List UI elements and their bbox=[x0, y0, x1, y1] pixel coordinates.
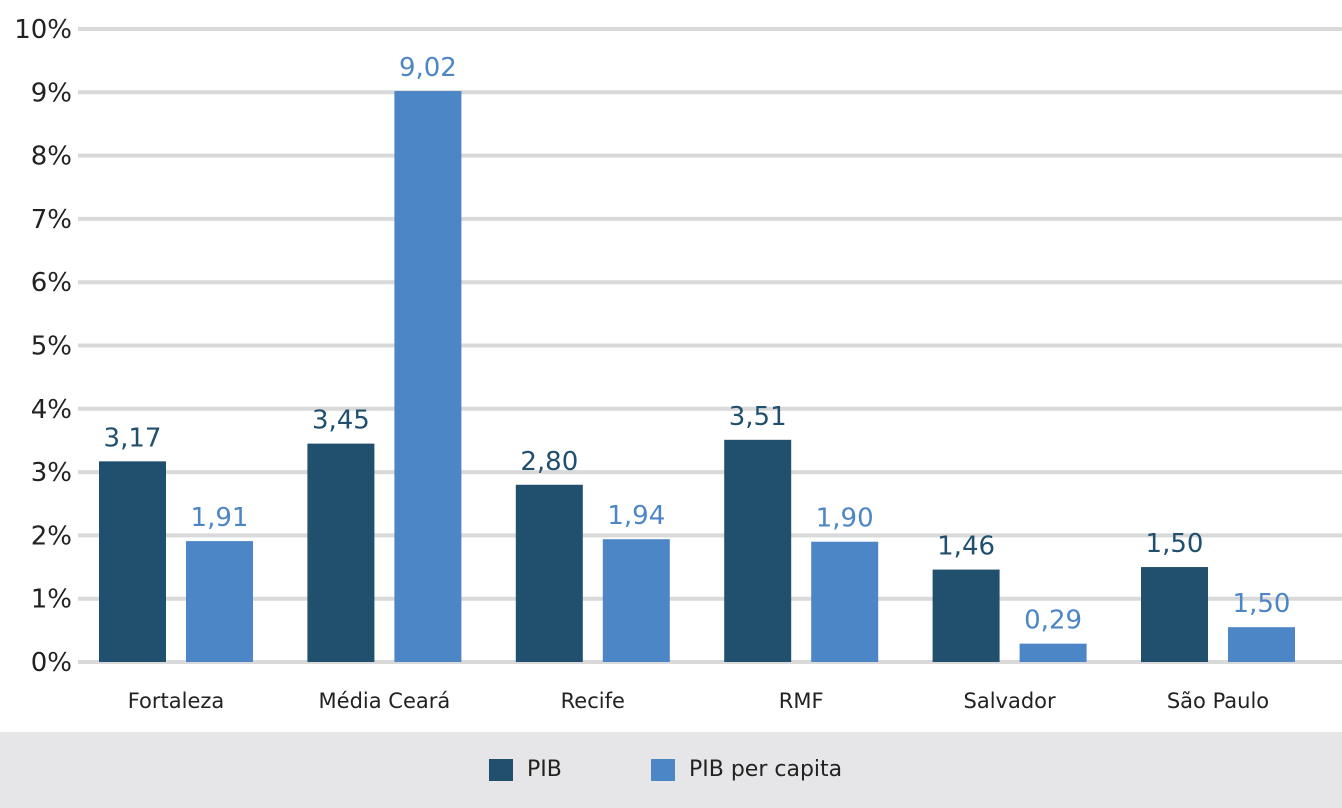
x-tick-label: São Paulo bbox=[1167, 689, 1269, 713]
gridlines bbox=[78, 27, 1342, 664]
data-label-pib-per-capita: 1,94 bbox=[607, 501, 665, 531]
legend-label-pib: PIB bbox=[527, 757, 562, 782]
data-label-pib-per-capita: 1,91 bbox=[191, 503, 249, 533]
bar-pib bbox=[1141, 567, 1208, 662]
bar-pib-per-capita bbox=[1019, 643, 1087, 662]
bar-pib bbox=[932, 569, 1000, 662]
data-label-pib-per-capita: 0,29 bbox=[1024, 606, 1082, 636]
bar-pib bbox=[515, 484, 583, 662]
y-tick-label: 0% bbox=[31, 648, 72, 678]
data-label-pib: 3,45 bbox=[312, 406, 370, 436]
data-label-pib: 1,50 bbox=[1146, 529, 1204, 559]
data-labels: 3,17 1,91 3,45 9,02 2,80 1,94 3,51 1,90 1,46 0,29… bbox=[104, 53, 1291, 636]
data-label-pib: 2,80 bbox=[520, 447, 578, 477]
data-label-pib: 3,17 bbox=[104, 423, 162, 453]
bar-pib bbox=[307, 443, 375, 662]
bar-pib bbox=[724, 439, 792, 662]
y-axis-ticks: 0% 1% 2% 3% 4% 5% 6% 7% 8% 9% 10% bbox=[14, 15, 72, 678]
legend-label-pib-per-capita: PIB per capita bbox=[689, 757, 843, 782]
bars bbox=[99, 91, 1295, 662]
data-label-pib-per-capita: 9,02 bbox=[399, 53, 457, 83]
y-tick-label: 1% bbox=[31, 585, 72, 615]
x-tick-label: Fortaleza bbox=[128, 689, 225, 713]
legend-swatch-pib bbox=[489, 759, 513, 781]
bar-pib-per-capita bbox=[186, 541, 253, 662]
bar-chart: 0% 1% 2% 3% 4% 5% 6% 7% 8% 9% 10% 3,17 1,91 3,45 9,02… bbox=[14, 15, 1342, 713]
bar-pib bbox=[99, 461, 166, 662]
x-tick-label: Recife bbox=[561, 689, 625, 713]
legend-item-pib: PIB bbox=[489, 759, 562, 781]
x-tick-label: RMF bbox=[779, 689, 824, 713]
y-tick-label: 9% bbox=[31, 78, 72, 108]
x-tick-label: Média Ceará bbox=[319, 689, 451, 713]
legend: PIB PIB per capita bbox=[0, 732, 1342, 808]
y-tick-label: 4% bbox=[31, 395, 72, 425]
y-tick-label: 10% bbox=[14, 15, 72, 45]
y-tick-label: 3% bbox=[31, 458, 72, 488]
data-label-pib-per-capita: 1,90 bbox=[816, 504, 874, 534]
bar-pib-per-capita bbox=[602, 539, 670, 662]
data-label-pib: 1,46 bbox=[937, 532, 995, 562]
y-tick-label: 6% bbox=[31, 268, 72, 298]
data-label-pib: 3,51 bbox=[729, 402, 787, 432]
y-tick-label: 5% bbox=[31, 332, 72, 362]
y-tick-label: 2% bbox=[31, 521, 72, 551]
x-tick-label: Salvador bbox=[964, 689, 1057, 713]
x-axis-ticks: Fortaleza Média Ceará Recife RMF Salvador São… bbox=[128, 689, 1269, 713]
legend-item-pib-per-capita: PIB per capita bbox=[651, 759, 842, 781]
bar-pib-per-capita bbox=[1228, 627, 1295, 662]
y-tick-label: 7% bbox=[31, 205, 72, 235]
bar-pib-per-capita bbox=[811, 541, 879, 662]
bar-pib-per-capita bbox=[394, 91, 462, 662]
y-tick-label: 8% bbox=[31, 142, 72, 172]
data-label-pib-per-capita: 1,50 bbox=[1233, 589, 1291, 619]
legend-swatch-pib-per-capita bbox=[651, 759, 675, 781]
